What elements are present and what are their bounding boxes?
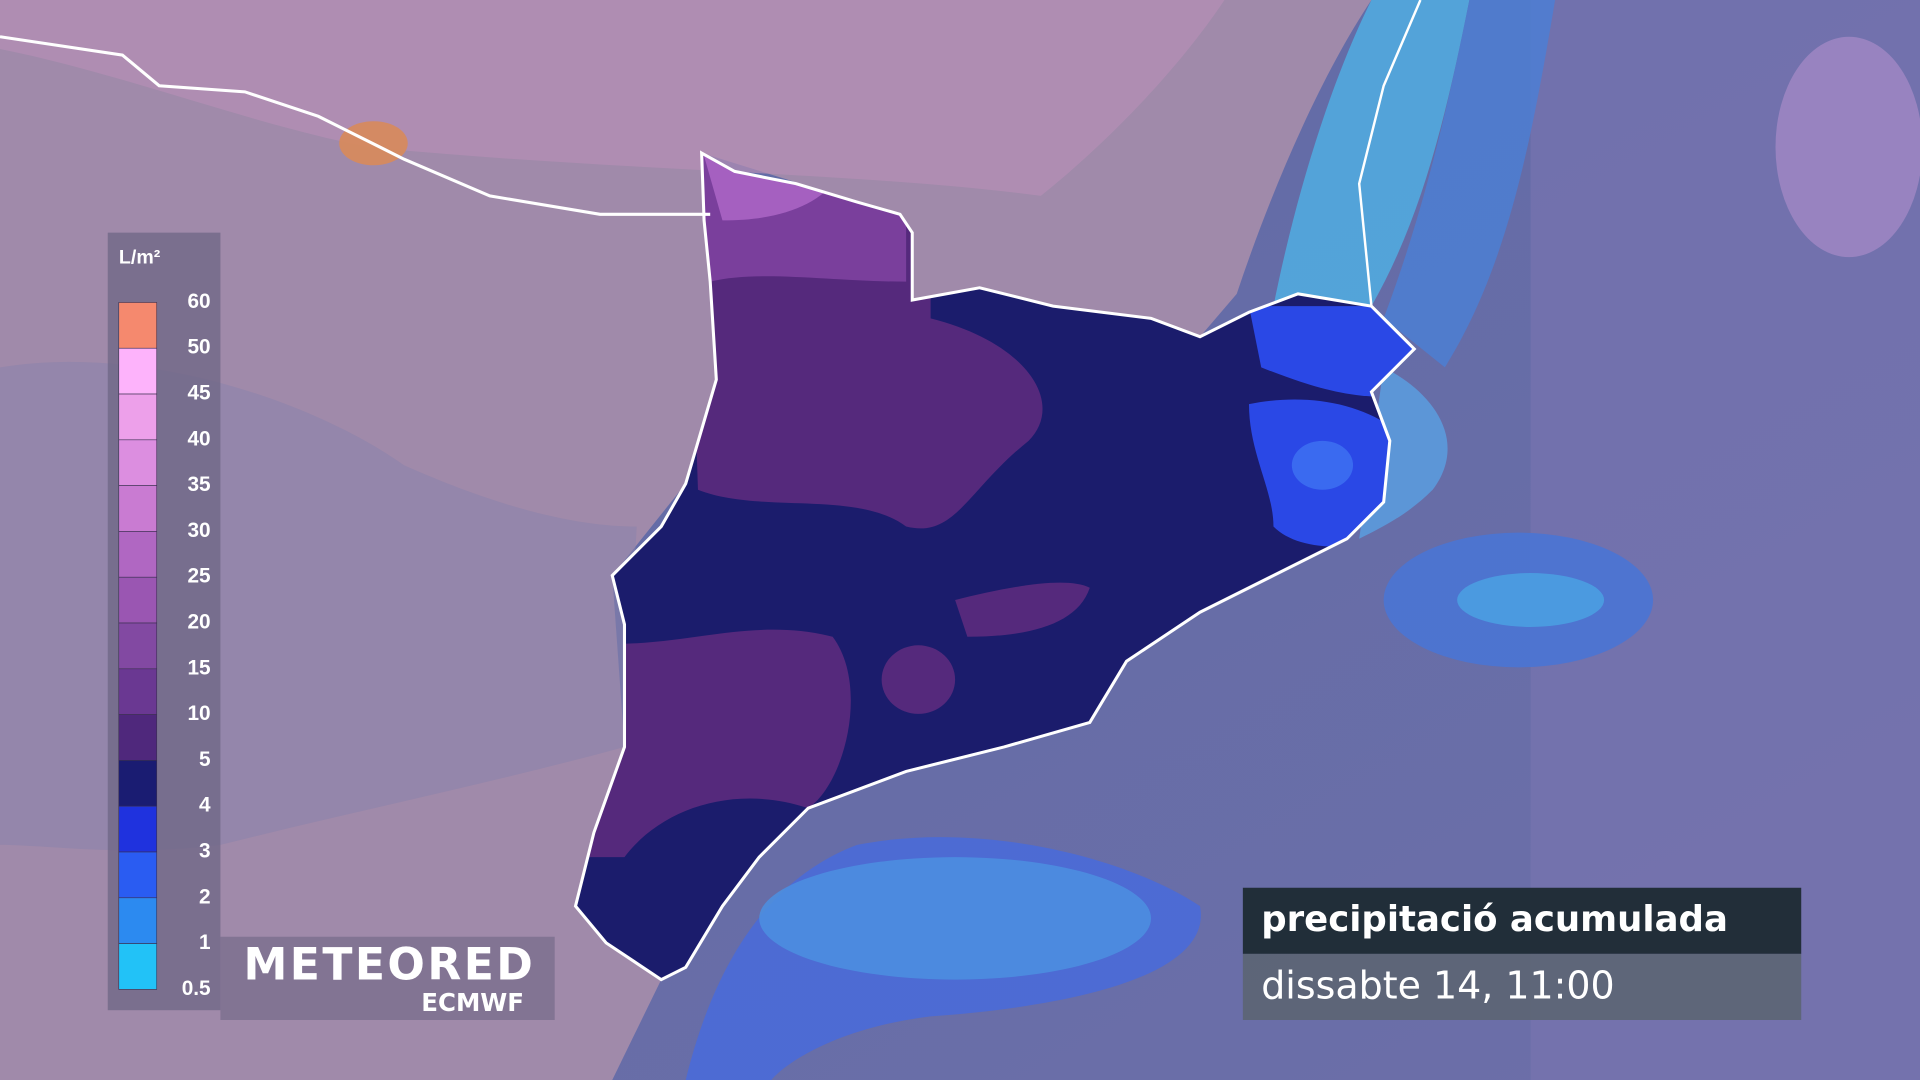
legend-label: 2 [199,885,211,908]
legend-label: 10 [187,702,210,725]
legend-label: 35 [187,473,210,496]
rain-band [1273,0,1470,307]
legend-label: 25 [187,565,210,588]
legend-label: 30 [187,519,210,542]
brand-panel [220,936,555,1020]
legend-swatch [118,439,158,486]
rain-cell [759,857,1152,980]
pyrenees-land [0,0,1225,196]
legend-swatch [118,393,158,441]
subtitle-box [1242,953,1802,1020]
legend-label: 15 [187,656,210,679]
brand-source: ECMWF [421,988,524,1017]
legend-swatch [118,714,158,761]
legend-label: 5 [199,748,211,771]
rain-4-5 [1248,306,1415,397]
brand-name: METEORED [243,939,535,990]
coastline [1357,0,1422,307]
rain-band [1383,0,1556,368]
legend-label: 1 [199,931,211,954]
legend-label: 60 [187,290,210,313]
legend-swatch [118,851,158,899]
legend-label: 4 [199,794,211,817]
legend-swatch [118,302,158,349]
legend-label: 3 [199,840,211,863]
sea-patch [1775,36,1920,258]
legend-scale: 60 50 45 40 35 30 25 20 15 10 5 4 3 2 1 0.5 [118,290,211,1000]
legend-label: 45 [187,382,210,405]
legend-swatch [118,943,158,990]
legend-label: 40 [187,427,210,450]
border [0,35,711,216]
rain-10-15 [881,645,956,714]
rain-3-4 [1291,440,1354,490]
title-box [1242,887,1802,954]
legend-swatch [118,347,158,395]
legend-swatch [118,485,158,532]
subtitle: dissabte 14, 11:00 [1261,964,1614,1008]
legend-swatch [118,805,158,853]
rain-10-15 [955,582,1090,637]
legend-unit: L/m² [119,247,161,269]
title: precipitació acumulada [1261,899,1728,940]
legend-swatch [118,531,158,578]
rain-cell [1457,573,1605,627]
legend-label: 50 [187,336,210,359]
legend-swatch [118,576,158,624]
legend-swatch [118,668,158,715]
legend-swatch [118,897,158,944]
catalonia-border [573,150,1417,982]
legend-swatch [118,622,158,670]
legend-label: 20 [187,611,210,634]
legend-swatch [118,760,158,807]
legend-label: 0.5 [182,977,211,1000]
